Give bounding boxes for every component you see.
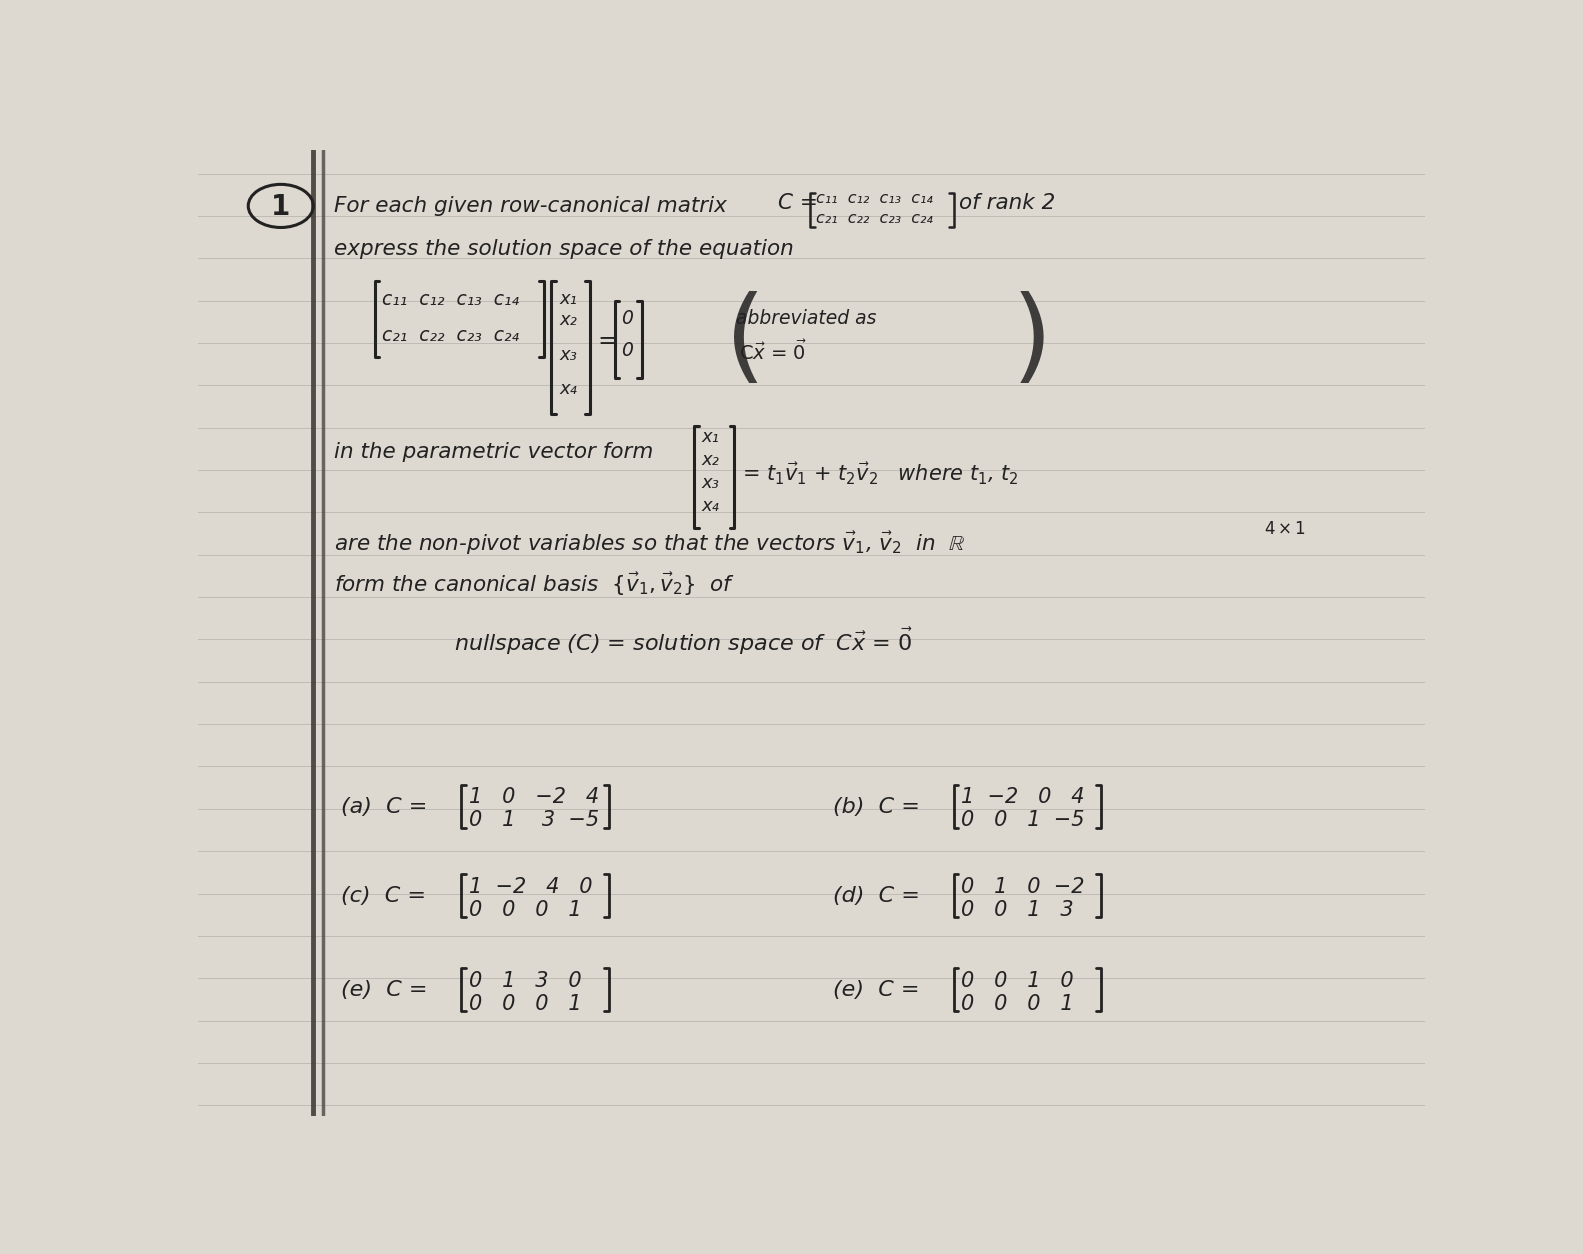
Text: $4\times1$: $4\times1$ <box>1263 520 1306 538</box>
Text: are the non-pivot variables so that the vectors $\vec{v}_1$, $\vec{v}_2$  in  $\: are the non-pivot variables so that the … <box>334 529 966 557</box>
Text: 0   0   0   1: 0 0 0 1 <box>961 993 1073 1013</box>
Text: 0   0   1   3: 0 0 1 3 <box>961 899 1073 919</box>
Text: express the solution space of the equation: express the solution space of the equati… <box>334 240 793 260</box>
Text: (: ( <box>725 291 766 393</box>
Text: 0   0   1  −5: 0 0 1 −5 <box>961 810 1084 830</box>
Text: x₃: x₃ <box>559 346 576 364</box>
Text: (e)  C =: (e) C = <box>342 979 427 999</box>
Text: in the parametric vector form: in the parametric vector form <box>334 443 652 463</box>
Text: C =: C = <box>777 193 817 213</box>
Text: c₂₁  c₂₂  c₂₃  c₂₄: c₂₁ c₂₂ c₂₃ c₂₄ <box>817 211 932 226</box>
Text: 0: 0 <box>621 308 633 327</box>
Text: 0   1   0  −2: 0 1 0 −2 <box>961 877 1084 897</box>
Text: (a)  C =: (a) C = <box>342 796 427 816</box>
Text: x₄: x₄ <box>701 498 720 515</box>
Text: of rank 2: of rank 2 <box>959 193 1056 213</box>
Text: x₄: x₄ <box>559 380 576 399</box>
Text: x₂: x₂ <box>559 311 576 329</box>
Text: (e)  C =: (e) C = <box>833 979 920 999</box>
Text: = $t_1\vec{v}_1$ + $t_2\vec{v}_2$   where $t_1$, $t_2$: = $t_1\vec{v}_1$ + $t_2\vec{v}_2$ where … <box>742 460 1018 487</box>
Text: 0   0   0   1: 0 0 0 1 <box>469 993 581 1013</box>
Text: x₃: x₃ <box>701 474 720 492</box>
Text: =: = <box>598 330 619 354</box>
Text: form the canonical basis  $\{\vec{v}_1, \vec{v}_2\}$  of: form the canonical basis $\{\vec{v}_1, \… <box>334 571 735 598</box>
Text: C$\vec{x}$ = $\vec{0}$: C$\vec{x}$ = $\vec{0}$ <box>739 340 806 365</box>
Text: ): ) <box>1012 291 1053 393</box>
Text: nullspace (C) = solution space of  C$\vec{x}$ = $\vec{0}$: nullspace (C) = solution space of C$\vec… <box>454 626 912 657</box>
Text: 0   1    3  −5: 0 1 3 −5 <box>469 810 600 830</box>
Text: For each given row-canonical matrix: For each given row-canonical matrix <box>334 196 727 216</box>
Text: 0   1   3   0: 0 1 3 0 <box>469 971 581 991</box>
Text: c₁₁  c₁₂  c₁₃  c₁₄: c₁₁ c₁₂ c₁₃ c₁₄ <box>817 192 932 207</box>
Text: x₁: x₁ <box>701 428 720 446</box>
Text: (b)  C =: (b) C = <box>833 796 920 816</box>
Text: 0   0   0   1: 0 0 0 1 <box>469 899 581 919</box>
Text: 0   0   1   0: 0 0 1 0 <box>961 971 1073 991</box>
Text: abbreviated as: abbreviated as <box>736 308 877 327</box>
Text: c₁₁  c₁₂  c₁₃  c₁₄: c₁₁ c₁₂ c₁₃ c₁₄ <box>383 290 519 308</box>
Text: 1: 1 <box>271 193 290 222</box>
Text: 1  −2   0   4: 1 −2 0 4 <box>961 788 1084 808</box>
Text: c₂₁  c₂₂  c₂₃  c₂₄: c₂₁ c₂₂ c₂₃ c₂₄ <box>383 326 519 345</box>
Text: (d)  C =: (d) C = <box>833 885 920 905</box>
Text: 1   0   −2   4: 1 0 −2 4 <box>469 788 600 808</box>
Text: 1  −2   4   0: 1 −2 4 0 <box>469 877 592 897</box>
Text: x₂: x₂ <box>701 451 720 469</box>
Text: 0: 0 <box>621 341 633 360</box>
Text: x₁: x₁ <box>559 290 576 308</box>
Text: (c)  C =: (c) C = <box>342 885 426 905</box>
